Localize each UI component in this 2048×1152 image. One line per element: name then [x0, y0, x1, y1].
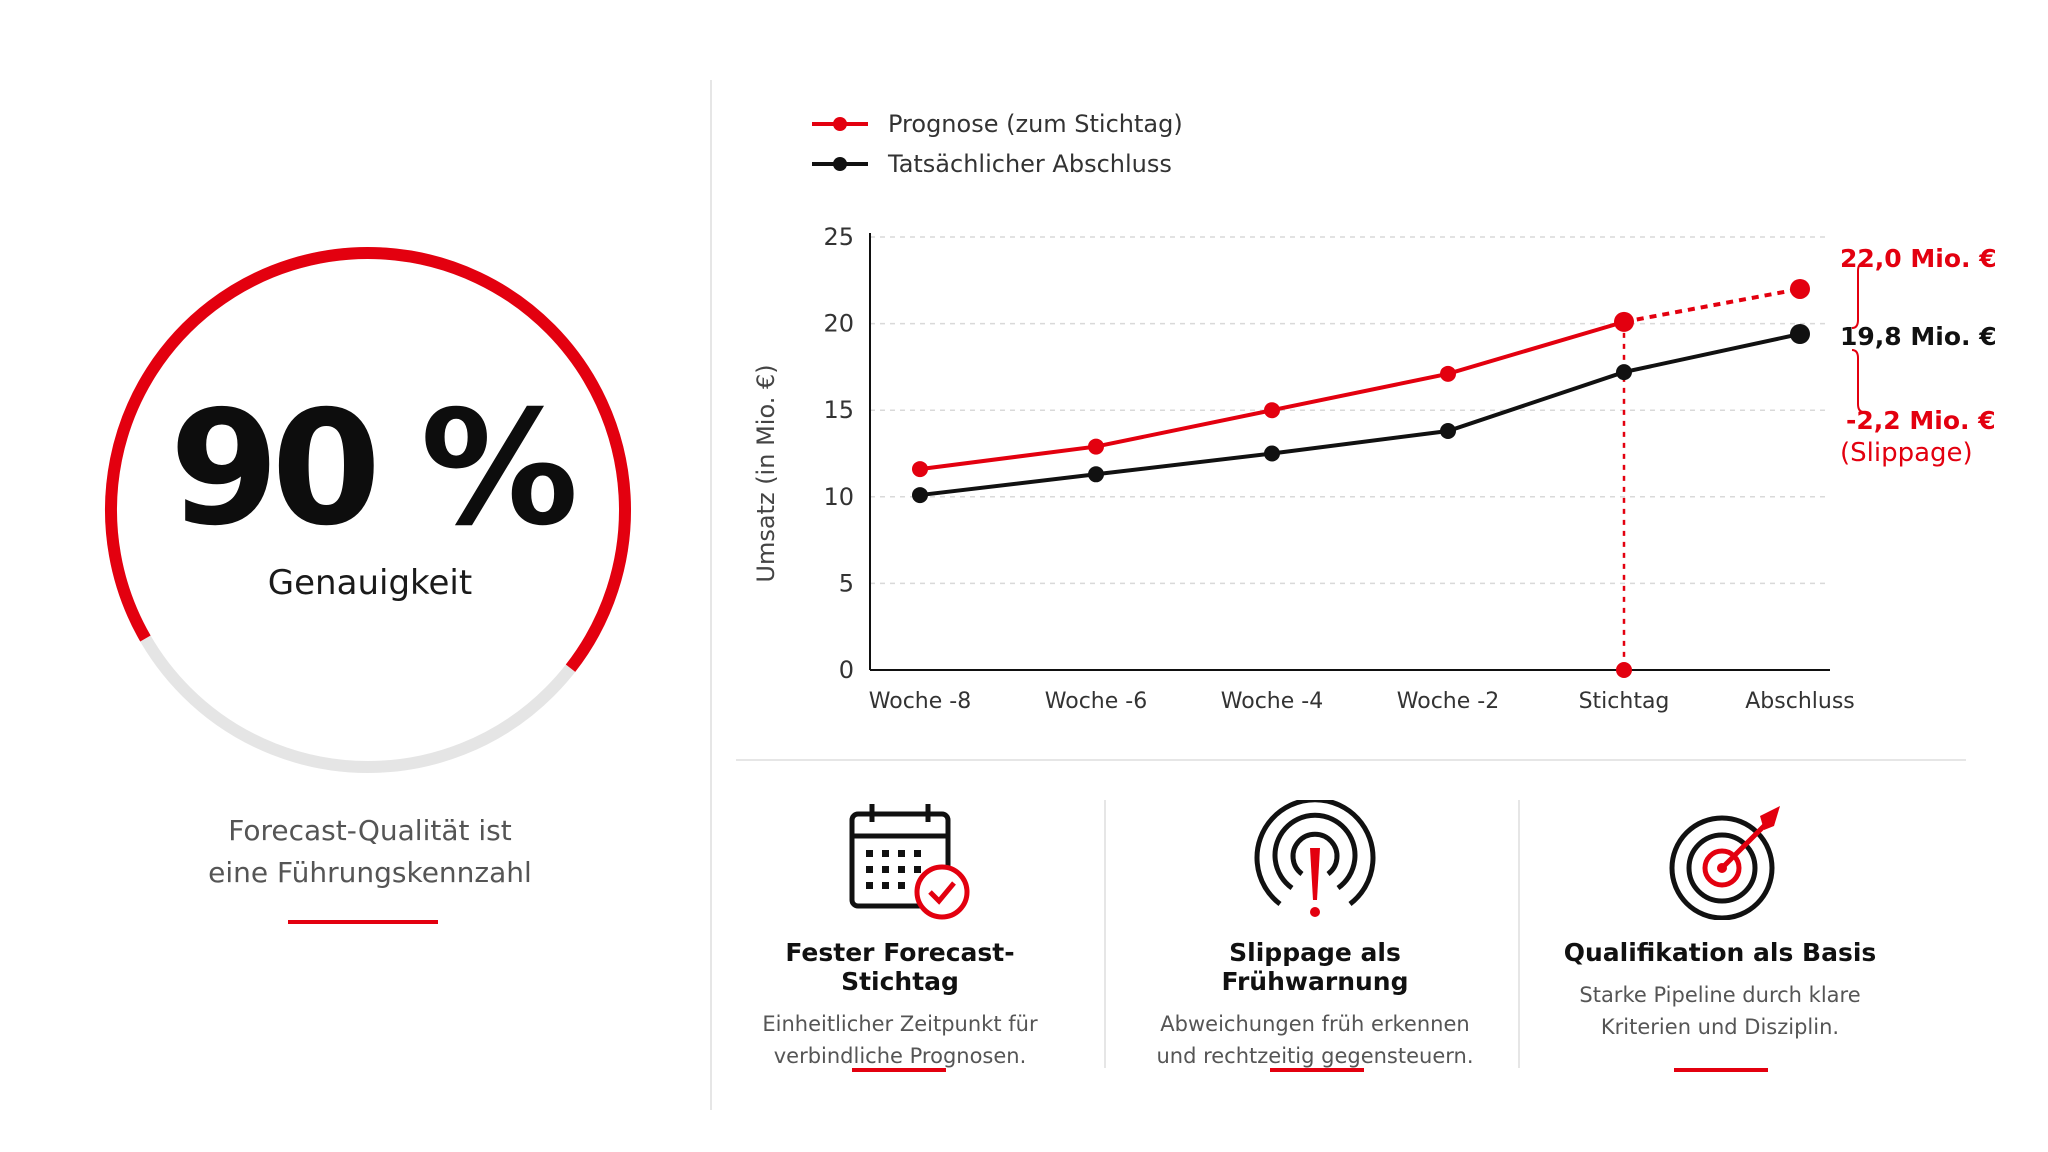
- card-text: Starke Pipeline durch klare Kriterien un…: [1550, 979, 1890, 1043]
- legend-forecast-marker: [812, 117, 868, 131]
- legend-actual-marker: [812, 157, 868, 171]
- y-tick-label: 0: [839, 656, 854, 684]
- calendar-check-icon: [849, 804, 970, 920]
- card-divider-2: [1518, 800, 1520, 1068]
- card-text-line1: Abweichungen früh erkennen: [1160, 1012, 1470, 1036]
- difference-bracket-bottom: [1851, 348, 1865, 413]
- left-caption-underline: [288, 920, 438, 924]
- left-caption: Forecast-Qualität ist eine Führungskennz…: [120, 810, 620, 894]
- actual-point: [1616, 364, 1632, 381]
- series-line-actual: [919, 332, 1801, 498]
- forecast-point: [1614, 311, 1634, 332]
- card-forecast-stichtag: Fester Forecast-Stichtag Einheitlicher Z…: [730, 938, 1070, 1072]
- card-text: Einheitlicher Zeitpunkt für verbindliche…: [730, 1008, 1070, 1072]
- slippage-value-annotation: -2,2 Mio. €: [1846, 406, 1996, 435]
- y-tick-label: 5: [839, 569, 854, 597]
- card-divider-1: [1104, 800, 1106, 1068]
- y-axis-label: Umsatz (in Mio. €): [752, 364, 780, 582]
- signal-warning-icon: [1254, 800, 1376, 917]
- forecast-point: [1264, 402, 1280, 419]
- y-tick-label: 20: [823, 310, 854, 338]
- card-text-line1: Einheitlicher Zeitpunkt für: [762, 1012, 1038, 1036]
- x-tick-label: Woche -6: [1045, 689, 1147, 714]
- stichtag-marker-dot: [1616, 662, 1632, 678]
- y-tick-label: 10: [823, 483, 854, 511]
- x-tick-label: Woche -4: [1221, 689, 1323, 714]
- forecast-point: [1088, 438, 1104, 455]
- card-underline: [1270, 1068, 1364, 1072]
- card-qualifikation: Qualifikation als Basis Starke Pipeline …: [1550, 938, 1890, 1043]
- target-icon: [1669, 806, 1780, 920]
- y-tick-label: 15: [823, 396, 854, 424]
- actual-point: [912, 487, 928, 504]
- card-underline: [852, 1068, 946, 1072]
- forecast-value-annotation: 22,0 Mio. €: [1840, 244, 1997, 273]
- vertical-divider: [710, 80, 712, 1110]
- x-tick-label: Stichtag: [1579, 689, 1670, 714]
- card-text-line2: verbindliche Prognosen.: [773, 1044, 1027, 1068]
- legend-item-forecast: Prognose (zum Stichtag): [812, 104, 1183, 144]
- legend-label-actual: Tatsächlicher Abschluss: [888, 150, 1172, 178]
- card-title: Slippage als Frühwarnung: [1221, 938, 1409, 996]
- card-title: Qualifikation als Basis: [1563, 938, 1877, 967]
- left-caption-line2: eine Führungskennzahl: [208, 856, 532, 889]
- card-title: Fester Forecast-Stichtag: [785, 938, 1015, 996]
- card-underline: [1674, 1068, 1768, 1072]
- legend-item-actual: Tatsächlicher Abschluss: [812, 144, 1183, 184]
- forecast-point: [1440, 365, 1456, 382]
- card-text-line2: Kriterien und Disziplin.: [1600, 1015, 1840, 1039]
- gauge-label: Genauigkeit: [267, 563, 473, 603]
- forecast-point: [912, 461, 928, 478]
- x-tick-label: Woche -2: [1397, 689, 1499, 714]
- gauge-progress-arc: [105, 247, 631, 672]
- accuracy-gauge: [105, 247, 631, 773]
- slippage-label: (Slippage): [1840, 438, 1973, 468]
- gauge-value: 90 %: [169, 377, 578, 561]
- x-tick-label: Abschluss: [1745, 689, 1855, 714]
- actual-point: [1440, 422, 1456, 439]
- series-line-forecast-projection: [1623, 286, 1801, 324]
- horizontal-divider: [736, 759, 1966, 761]
- legend-label-forecast: Prognose (zum Stichtag): [888, 110, 1183, 138]
- y-tick-label: 25: [823, 223, 854, 251]
- line-chart: 0 5 10 15 20 25 Woche -8 Woche -6 Woche -4 Woche…: [752, 223, 1865, 714]
- card-slippage: Slippage als Frühwarnung Abweichungen fr…: [1140, 938, 1490, 1072]
- chart-legend: Prognose (zum Stichtag) Tatsächlicher Ab…: [812, 104, 1183, 184]
- card-text-line1: Starke Pipeline durch klare: [1579, 983, 1861, 1007]
- actual-point: [1088, 466, 1104, 483]
- actual-value-annotation: 19,8 Mio. €: [1840, 322, 1997, 351]
- left-caption-line1: Forecast-Qualität ist: [228, 814, 512, 847]
- card-text: Abweichungen früh erkennen und rechtzeit…: [1140, 1008, 1490, 1072]
- actual-point: [1264, 445, 1280, 462]
- actual-point: [1790, 323, 1810, 344]
- card-text-line2: und rechtzeitig gegensteuern.: [1156, 1044, 1474, 1068]
- difference-bracket-top: [1851, 261, 1865, 329]
- forecast-point: [1790, 278, 1810, 299]
- x-tick-label: Woche -8: [869, 689, 971, 714]
